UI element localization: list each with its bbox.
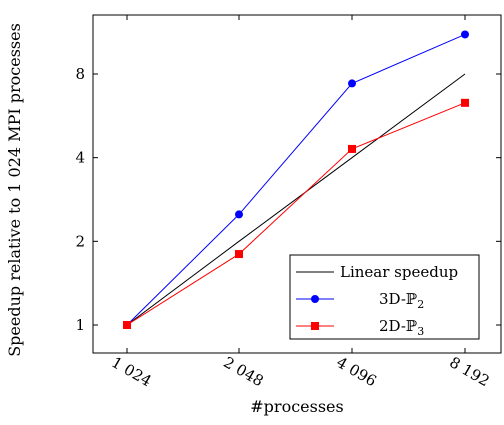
plot-area-frame [92,14,502,354]
x-tick-label: 8 192 [446,353,492,390]
series-point-1 [461,30,469,39]
series-point-1 [348,79,356,88]
x-axis-title: #processes [250,397,343,416]
series-point-2 [235,250,243,259]
series-line-2 [126,102,466,326]
series-point-2 [461,98,469,107]
x-tick-label: 4 096 [333,353,379,390]
y-axis-title: Speedup relative to 1 024 MPI processes [5,23,24,357]
series-point-2 [348,144,356,153]
legend-label: 2D-ℙ3 [379,317,424,338]
legend-box [289,254,480,340]
legend-label-base: 3D-ℙ [379,290,418,308]
legend: Linear speedup 3D-ℙ2 2D-ℙ3 [289,254,480,340]
legend-label-subscript: 3 [417,325,424,338]
series-point-2 [123,321,131,329]
legend-label: 3D-ℙ2 [379,290,424,311]
y-tick-label: 8 [75,65,85,83]
x-tick-label: 1 024 [108,353,154,390]
series-line-1 [126,34,466,326]
legend-swatch-marker [311,295,319,303]
series-point-1 [235,210,243,219]
legend-label-base: 2D-ℙ [379,317,418,335]
legend-label-subscript: 2 [417,298,424,311]
y-axis-ticks: 1 2 4 8 [75,65,501,334]
legend-label: Linear speedup [340,263,458,281]
y-tick-label: 2 [75,232,85,250]
legend-swatch-marker [311,322,319,330]
series-line-0 [126,73,466,326]
x-tick-label: 2 048 [220,353,266,390]
series-layer [123,30,469,329]
y-tick-label: 1 [75,316,85,334]
y-tick-label: 4 [75,149,85,167]
